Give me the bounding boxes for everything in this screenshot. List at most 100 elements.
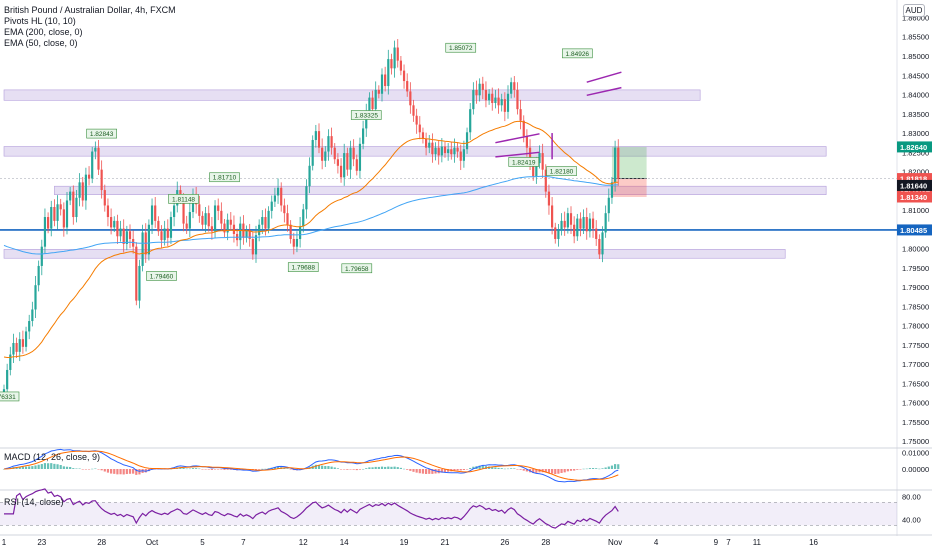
price-badge: [897, 141, 932, 153]
candle: [286, 213, 289, 225]
candle: [497, 97, 500, 106]
candle: [601, 232, 604, 255]
candle: [469, 109, 472, 133]
time-tick: 26: [500, 538, 509, 547]
price-badge-text: 1.81818: [900, 175, 927, 184]
currency-button[interactable]: AUD: [903, 4, 925, 17]
candle: [352, 147, 355, 160]
pivot-box: [508, 157, 540, 167]
macd-histogram-bar: [69, 466, 72, 469]
macd-histogram-bar: [462, 469, 465, 471]
candle: [516, 89, 519, 110]
macd-histogram-bar: [497, 467, 500, 469]
candle: [535, 163, 538, 177]
candle: [484, 89, 488, 101]
candle: [267, 210, 270, 229]
macd-histogram-bar: [113, 469, 116, 474]
candle: [551, 205, 554, 228]
indicator-ema200[interactable]: EMA (200, close, 0): [4, 27, 83, 37]
macd-title[interactable]: MACD (12, 26, close, 9): [4, 452, 101, 462]
sr-zone: [3, 146, 827, 157]
pivot-label: 1.79658: [341, 263, 373, 274]
candle: [598, 238, 601, 255]
pivot-box: [350, 110, 382, 120]
symbol-title[interactable]: British Pound / Australian Dollar, 4h, F…: [4, 5, 176, 15]
time-tick: 28: [541, 538, 550, 547]
macd-histogram-bar: [365, 468, 368, 469]
candle: [418, 124, 421, 133]
price-tick: 1.86000: [902, 13, 929, 22]
candle: [43, 217, 47, 247]
time-tick: Oct: [146, 538, 159, 547]
candle: [273, 195, 276, 202]
pivot-label: 1.82843: [86, 128, 117, 139]
candle: [330, 136, 333, 148]
candle: [544, 169, 547, 192]
candle: [210, 226, 213, 232]
candle: [377, 89, 380, 94]
candle: [81, 182, 84, 201]
macd-histogram-bar: [2, 469, 6, 470]
candle: [554, 227, 557, 239]
macd-histogram-bar: [421, 469, 425, 474]
rsi-legend[interactable]: RSI (14, close): [4, 497, 64, 508]
pivot-box: [0, 391, 20, 402]
pivot-label: 1.85072: [445, 42, 477, 53]
macd-histogram-bar: [47, 463, 50, 469]
candle: [390, 59, 393, 69]
candle: [317, 131, 321, 148]
candle: [522, 120, 525, 137]
macd-histogram-bar: [352, 469, 355, 470]
candle: [557, 230, 560, 239]
indicator-pivots[interactable]: Pivots HL (10, 10): [4, 16, 76, 26]
macd-histogram-bar: [210, 469, 213, 470]
price-tick: 1.78000: [902, 322, 929, 331]
candle: [569, 213, 573, 225]
macd-histogram-bar: [106, 469, 110, 473]
macd-histogram-bar: [573, 469, 576, 471]
candle: [481, 83, 484, 90]
candle: [532, 163, 535, 177]
candle: [264, 217, 267, 229]
candle: [169, 217, 173, 238]
candle: [308, 165, 311, 187]
macd-histogram-bar: [554, 469, 557, 475]
candle: [384, 74, 387, 87]
rsi-pane: [0, 488, 897, 529]
price-badge: [897, 224, 932, 236]
macd-histogram-bar: [440, 469, 443, 473]
pivot-label: 1.82419: [508, 157, 540, 167]
candle: [440, 146, 443, 156]
rsi-title[interactable]: RSI (14, close): [4, 497, 64, 507]
candle: [434, 147, 437, 155]
pivot-text: 1.79688: [292, 265, 316, 272]
macd-histogram-bar: [314, 464, 317, 469]
candle: [226, 219, 229, 233]
stop-zone: [611, 178, 647, 197]
macd-histogram-bar: [557, 469, 560, 474]
macd-histogram-bar: [516, 469, 519, 470]
macd-histogram-bar: [456, 469, 459, 471]
pivot-label: 1.82180: [546, 166, 577, 176]
ema200-line: [3, 175, 619, 255]
indicator-ema50[interactable]: EMA (50, close, 0): [4, 38, 78, 48]
candle: [560, 220, 563, 231]
pivot-label: 1.84926: [561, 48, 593, 59]
macd-histogram-bar: [491, 467, 494, 469]
macd-histogram-bar: [339, 469, 343, 470]
price-tick: 1.85000: [902, 52, 929, 61]
candle: [160, 231, 163, 241]
macd-histogram-bar: [481, 465, 484, 469]
macd-histogram-bar: [478, 465, 481, 469]
macd-histogram-bar: [21, 466, 24, 469]
candle: [270, 201, 273, 211]
candle: [617, 147, 620, 179]
candle: [339, 165, 343, 178]
time-tick: 16: [809, 538, 818, 547]
candle: [327, 136, 330, 152]
candle: [421, 132, 425, 139]
price-tick: 1.79000: [902, 283, 929, 292]
macd-legend[interactable]: MACD (12, 26, close, 9): [4, 452, 100, 463]
macd-histogram-bar: [406, 469, 409, 470]
